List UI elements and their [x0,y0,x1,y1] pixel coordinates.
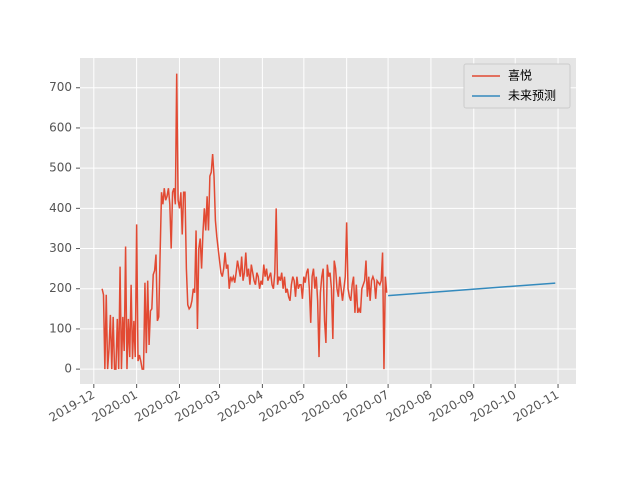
y-tick-label: 700 [49,80,72,94]
y-tick-label: 300 [49,241,72,255]
legend-label: 喜悦 [508,69,532,83]
x-tick-label: 2020-03 [172,388,222,425]
x-tick-label: 2020-11 [511,388,561,425]
x-tick-label: 2020-10 [468,388,518,425]
x-tick-label: 2020-05 [257,388,307,425]
x-tick-label: 2020-06 [299,388,349,425]
series-line [388,282,556,297]
x-tick-label: 2020-07 [341,388,391,425]
y-tick-label: 400 [49,201,72,215]
y-tick-label: 500 [49,161,72,175]
plot-area [80,58,576,384]
x-tick-label: 2020-09 [427,388,477,425]
series-line [101,73,388,370]
legend-box [463,63,571,109]
x-tick-label: 2020-08 [384,388,434,425]
y-tick-label: 200 [49,281,72,295]
legend-label: 未来预测 [508,89,556,103]
y-tick-label: 0 [64,362,72,376]
y-tick-label: 100 [49,321,72,335]
x-tick-label: 2020-04 [215,388,265,425]
x-tick-label: 2020-01 [89,388,139,425]
y-tick-label: 600 [49,120,72,134]
x-tick-label: 2019-12 [47,388,97,425]
